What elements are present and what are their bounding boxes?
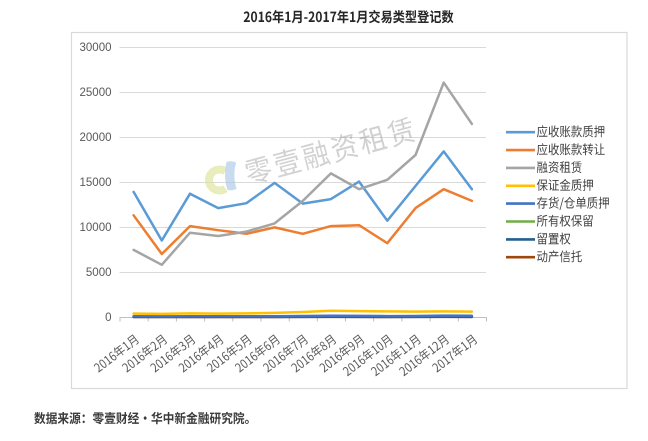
svg-text:10000: 10000: [80, 222, 112, 234]
svg-text:30000: 30000: [80, 42, 112, 54]
svg-text:15000: 15000: [80, 177, 112, 189]
svg-text:25000: 25000: [80, 87, 112, 99]
svg-text:5000: 5000: [86, 267, 112, 279]
svg-text:0: 0: [105, 312, 111, 324]
svg-text:20000: 20000: [80, 132, 112, 144]
